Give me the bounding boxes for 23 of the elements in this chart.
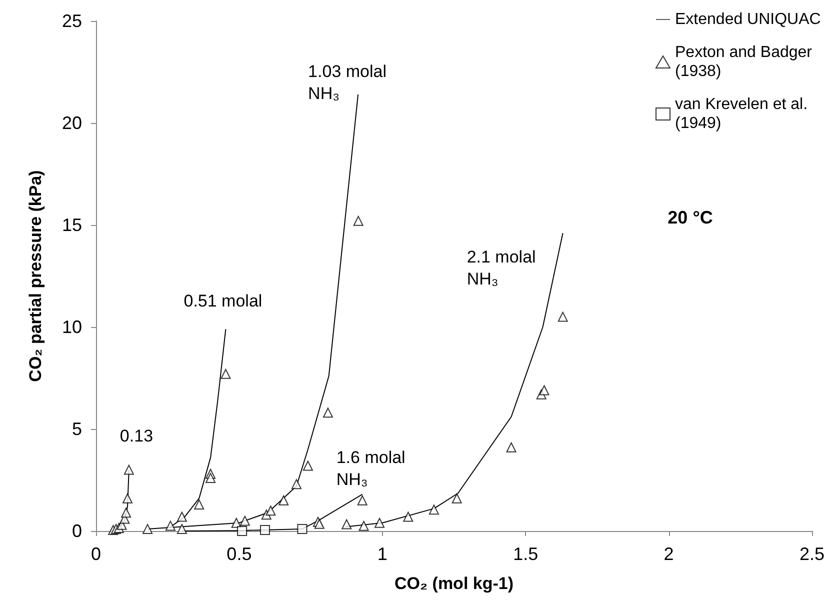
x-tick-label: 1 (377, 544, 388, 564)
annotation: 20 °C (668, 207, 713, 228)
legend-label: van Krevelen et al. (1949) (675, 96, 812, 132)
x-axis-title: CO₂ (mol kg-1) (394, 574, 514, 593)
y-tick-label: 25 (62, 11, 82, 31)
annotation: 2.1 molal NH₃ (466, 248, 536, 289)
y-tick-label: 10 (62, 317, 82, 337)
y-axis-title: CO₂ partial pressure (kPa) (26, 170, 45, 382)
annotation: 0.51 molal (184, 292, 262, 311)
annotation: 0.13 (120, 426, 154, 446)
y-tick-label: 15 (62, 215, 82, 235)
x-tick-label: 2 (664, 544, 674, 564)
annotation: 1.6 molal NH₃ (336, 448, 406, 489)
x-tick-label: 1.5 (513, 544, 538, 564)
y-tick-label: 5 (72, 419, 82, 439)
y-tick-label: 0 (72, 521, 82, 541)
x-tick-label: 0.5 (226, 544, 252, 564)
annotation: 1.03 molal NH₃ (308, 62, 386, 103)
legend-label: Pexton and Badger (1938) (675, 44, 816, 80)
legend-label: Extended UNIQUAC (675, 11, 821, 28)
x-tick-label: 2.5 (799, 544, 825, 564)
x-tick-label: 0 (90, 544, 102, 564)
y-tick-label: 20 (62, 113, 82, 133)
